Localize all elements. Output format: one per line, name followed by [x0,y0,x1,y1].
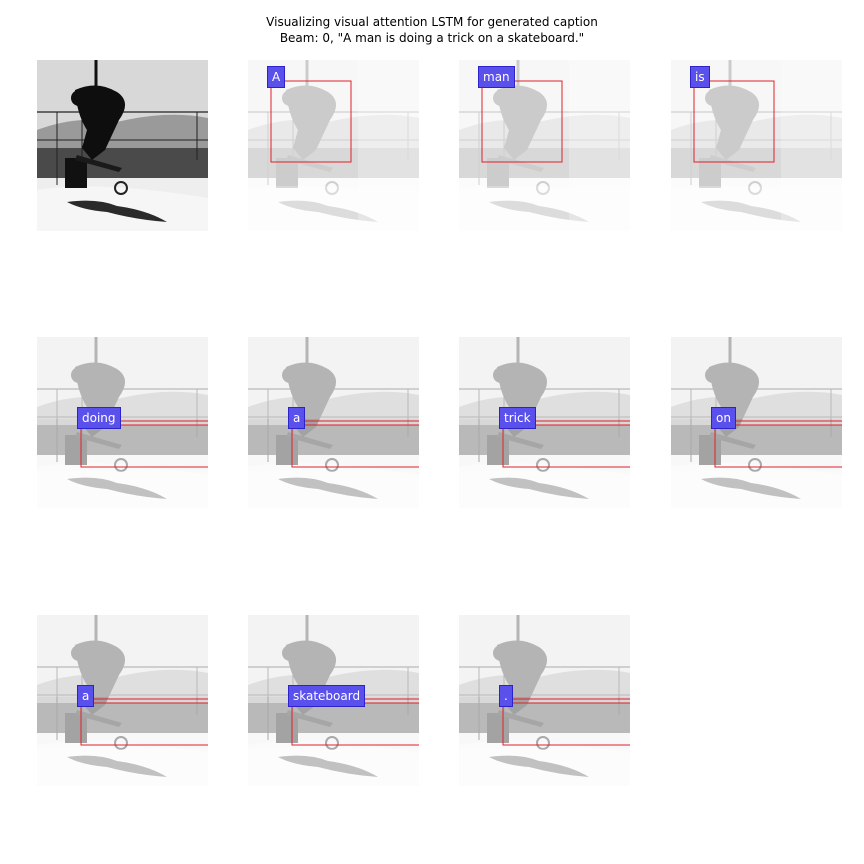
attention-map [671,60,842,231]
attention-word-label: . [499,685,513,707]
attention-word-label: a [288,407,306,429]
attention-map [459,60,630,231]
attention-panel: a [248,337,419,508]
attention-panel: is [671,60,842,231]
attention-map [37,337,208,508]
attention-box [693,80,775,163]
attention-word-label: doing [77,407,121,429]
original-photo [37,60,208,231]
attention-word-label: is [690,66,710,88]
attention-map [459,337,630,508]
attention-panel: trick [459,337,630,508]
attention-word-label: on [711,407,736,429]
attention-word-label: a [77,685,95,707]
attention-map [37,615,208,786]
attention-word-label: man [478,66,515,88]
attention-panel: doing [37,337,208,508]
attention-map [459,615,630,786]
attention-map [248,60,419,231]
attention-word-label: trick [499,407,536,429]
attention-box [481,80,563,163]
attention-box [80,698,208,746]
attention-panel: skateboard [248,615,419,786]
attention-box [291,420,419,468]
attention-word-label: skateboard [288,685,366,707]
attention-panel: A [248,60,419,231]
attention-box [270,80,352,163]
attention-panel: a [37,615,208,786]
attention-panel: man [459,60,630,231]
figure-title-line1: Visualizing visual attention LSTM for ge… [266,15,598,29]
attention-box [502,698,630,746]
figure-title-line2: Beam: 0, "A man is doing a trick on a sk… [279,31,585,45]
attention-map [248,337,419,508]
attention-box [80,420,208,468]
original-image-panel [37,60,208,231]
attention-panel: on [671,337,842,508]
attention-box [714,420,842,468]
attention-panel: . [459,615,630,786]
attention-box [502,420,630,468]
attention-word-label: A [267,66,286,88]
attention-map [671,337,842,508]
